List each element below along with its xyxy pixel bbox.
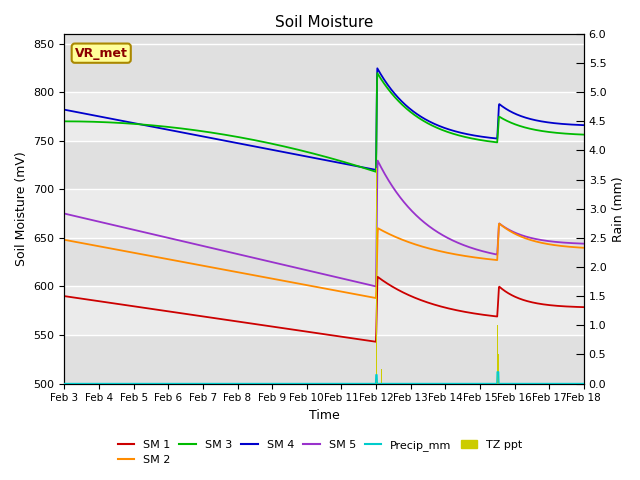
Text: VR_met: VR_met bbox=[75, 47, 127, 60]
Legend: SM 1, SM 2, SM 3, SM 4, SM 5, Precip_mm, TZ ppt: SM 1, SM 2, SM 3, SM 4, SM 5, Precip_mm,… bbox=[113, 435, 527, 469]
Y-axis label: Rain (mm): Rain (mm) bbox=[612, 176, 625, 241]
Bar bbox=[65, 287, 584, 335]
Bar bbox=[65, 335, 584, 384]
Bar bbox=[65, 141, 584, 189]
Bar bbox=[65, 189, 584, 238]
X-axis label: Time: Time bbox=[308, 409, 339, 422]
Bar bbox=[65, 238, 584, 287]
Title: Soil Moisture: Soil Moisture bbox=[275, 15, 373, 30]
Bar bbox=[65, 44, 584, 92]
Y-axis label: Soil Moisture (mV): Soil Moisture (mV) bbox=[15, 151, 28, 266]
Bar bbox=[65, 92, 584, 141]
